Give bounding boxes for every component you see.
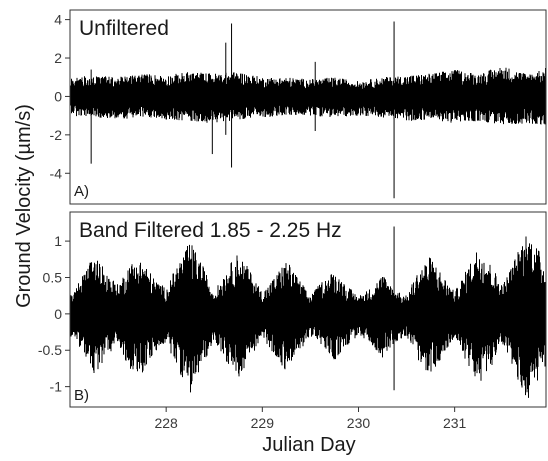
panel-a-y-tick-label: 0 [54, 88, 62, 104]
panel-a-spikes [90, 21, 395, 199]
panel-b-y-tick-label: 0.5 [43, 269, 63, 285]
x-axis-label: Julian Day [262, 434, 355, 456]
panel-a-y-tick-label: -4 [50, 165, 63, 181]
panel-a-title: Unfiltered [79, 17, 169, 40]
x-tick-label: 231 [443, 415, 467, 431]
panel-a-trace [70, 67, 546, 125]
panel-a-frame [69, 9, 547, 205]
panel-a-y-tick-label: -2 [50, 127, 63, 143]
panel-a-unfiltered: -4 -2 0 2 4 Unfiltered A) [50, 9, 547, 205]
panel-b-y-tick-label: -0.5 [38, 342, 62, 358]
panel-b-waveform [70, 236, 546, 398]
x-axis-ticks: 228 229 230 231 [154, 407, 467, 431]
panel-b-letter: B) [74, 387, 89, 404]
panel-a-y-tick-label: 2 [54, 50, 62, 66]
panel-b-y-tick-label: 1 [54, 233, 62, 249]
panel-b-trace [70, 236, 546, 398]
panel-b-title: Band Filtered 1.85 - 2.25 Hz [79, 219, 342, 242]
panel-b-band-filtered: -1 -0.5 0 0.5 1 Band Filtered 1.85 - 2.25 Hz… [38, 211, 547, 408]
panel-a-waveform [70, 67, 546, 125]
x-tick-label: 230 [347, 415, 371, 431]
panel-b-y-tick-label: 0 [54, 306, 62, 322]
y-axis-label: Ground Velocity (µm/s) [13, 104, 35, 308]
panel-b-frame [69, 211, 547, 408]
panel-a-letter: A) [74, 183, 89, 200]
panel-b-y-ticks: -1 -0.5 0 0.5 1 [38, 233, 70, 395]
panel-a-y-tick-label: 4 [54, 12, 62, 28]
x-tick-label: 228 [154, 415, 178, 431]
x-tick-label: 229 [251, 415, 275, 431]
panel-b-y-tick-label: -1 [50, 379, 63, 395]
panel-a-y-ticks: -4 -2 0 2 4 [50, 12, 70, 181]
